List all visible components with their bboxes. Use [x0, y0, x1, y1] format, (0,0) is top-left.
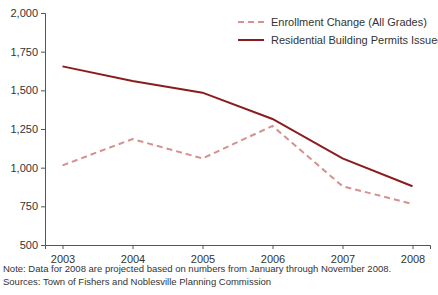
x-tick-mark — [203, 245, 204, 249]
x-tick-mark — [133, 245, 134, 249]
x-tick-mark — [273, 245, 274, 249]
y-tick: 1,500 — [10, 84, 45, 96]
legend-swatch — [238, 39, 264, 41]
y-tick-mark — [41, 245, 45, 246]
x-tick: 2008 — [401, 245, 425, 265]
x-tick-mark — [413, 245, 414, 249]
x-tick: 2007 — [331, 245, 355, 265]
legend-item: Enrollment Change (All Grades) — [238, 16, 427, 28]
y-tick: 2,000 — [10, 7, 45, 19]
chart: 5007501,0001,2501,5001,7502,000200320042… — [0, 0, 438, 295]
x-axis: 2003 2004 2005 2006 2007 2008 — [46, 245, 431, 265]
y-tick: 1,250 — [10, 123, 45, 135]
y-axis: 500 750 1,000 1,250 1,500 1,750 2,000 — [10, 7, 45, 251]
series-line — [63, 66, 413, 186]
x-tick-mark — [343, 245, 344, 249]
y-tick: 1,000 — [10, 162, 45, 174]
y-tick-label: 1,750 — [10, 46, 38, 58]
y-tick-label: 500 — [20, 239, 38, 251]
x-tick: 2003 — [51, 245, 75, 265]
y-tick-label: 1,000 — [10, 162, 38, 174]
x-tick-label: 2008 — [401, 253, 425, 265]
y-tick-label: 1,500 — [10, 84, 38, 96]
y-tick: 1,750 — [10, 46, 45, 58]
y-tick-label: 1,250 — [10, 123, 38, 135]
y-tick-label: 750 — [20, 200, 38, 212]
y-tick-mark — [41, 206, 45, 207]
y-axis-line — [41, 14, 46, 246]
legend-label: Residential Building Permits Issued — [271, 34, 438, 46]
y-tick-mark — [41, 129, 45, 130]
x-tick: 2006 — [261, 245, 285, 265]
y-tick-mark — [41, 52, 45, 53]
annotation: Note: Data for 2008 are projected based … — [3, 263, 391, 274]
series-group — [63, 66, 413, 204]
x-tick-mark — [63, 245, 64, 249]
y-tick-mark — [41, 13, 45, 14]
y-tick: 500 — [20, 239, 45, 251]
x-axis-line — [46, 246, 431, 250]
y-tick-label: 2,000 — [10, 7, 38, 19]
y-tick: 750 — [20, 200, 45, 212]
annotation: Sources: Town of Fishers and Noblesville… — [3, 276, 271, 287]
y-tick-mark — [41, 168, 45, 169]
x-tick: 2004 — [121, 245, 145, 265]
x-tick: 2005 — [191, 245, 215, 265]
legend-swatch — [238, 21, 264, 23]
legend: Enrollment Change (All Grades) Residentia… — [238, 16, 438, 46]
legend-label: Enrollment Change (All Grades) — [271, 16, 427, 28]
legend-item: Residential Building Permits Issued — [238, 34, 438, 46]
y-tick-mark — [41, 90, 45, 91]
